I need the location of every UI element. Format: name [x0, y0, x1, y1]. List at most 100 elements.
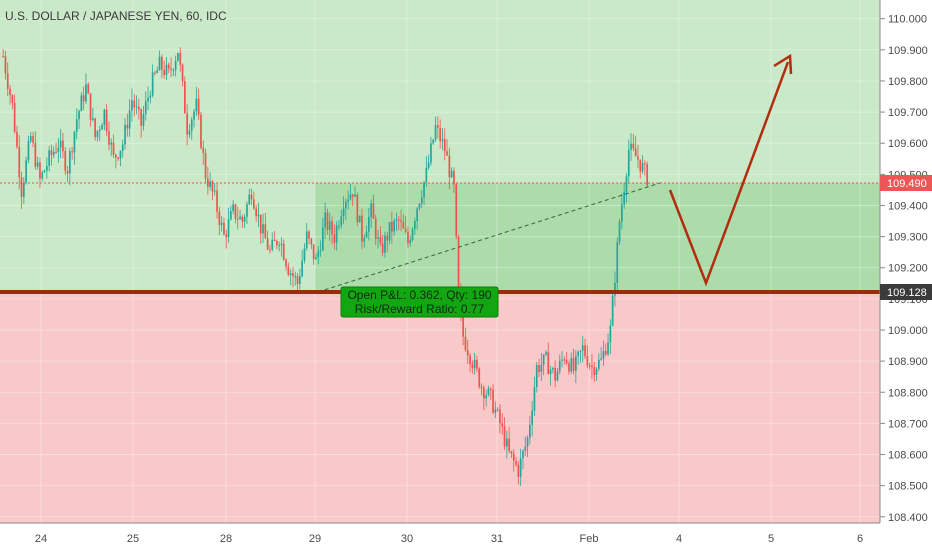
- candle-body: [126, 124, 129, 129]
- candle-body: [508, 438, 510, 452]
- candle-body: [340, 216, 343, 226]
- candle-body: [174, 60, 177, 71]
- candle-body: [154, 72, 156, 74]
- candle-body: [517, 464, 520, 477]
- candle-body: [611, 295, 614, 326]
- candle-body: [441, 139, 444, 142]
- candle-body: [225, 234, 228, 238]
- pnl-line-1: Open P&L: 0.362, Qty: 190: [347, 288, 491, 302]
- candle-body: [232, 204, 234, 212]
- candle-body: [414, 221, 416, 229]
- candle-body: [529, 424, 531, 438]
- candle-body: [338, 225, 340, 227]
- time-tick-label: 5: [768, 533, 774, 545]
- candle-body: [602, 350, 605, 359]
- candle-body: [347, 199, 349, 202]
- candle-body: [98, 129, 101, 131]
- candle-body: [211, 181, 214, 192]
- candle-body: [609, 325, 612, 343]
- candle-body: [71, 151, 73, 153]
- candle-body: [20, 177, 23, 197]
- candle-body: [227, 219, 230, 238]
- candle-body: [282, 243, 285, 260]
- candle-body: [133, 100, 136, 108]
- price-tick-label: 108.900: [888, 356, 928, 368]
- candle-body: [39, 162, 41, 179]
- candle-body: [572, 357, 575, 371]
- pnl-line-2: Risk/Reward Ratio: 0.77: [355, 302, 485, 316]
- candle-body: [48, 150, 50, 166]
- candle-body: [105, 109, 108, 132]
- time-axis[interactable]: [0, 523, 932, 550]
- candle-body: [363, 237, 366, 242]
- candle-body: [303, 248, 306, 261]
- candle-body: [216, 190, 218, 212]
- svg-text:109.490: 109.490: [887, 178, 927, 190]
- candle-body: [269, 249, 271, 251]
- candle-body: [616, 242, 619, 283]
- candle-body: [294, 276, 297, 278]
- candle-body: [186, 113, 188, 135]
- candle-body: [276, 240, 278, 246]
- candle-body: [379, 237, 382, 244]
- candle-body: [273, 239, 276, 241]
- candle-body: [163, 69, 165, 76]
- price-tick-label: 108.800: [888, 387, 928, 399]
- time-tick-label: 25: [127, 533, 139, 545]
- candle-body: [119, 150, 122, 159]
- candle-body: [637, 156, 639, 160]
- candle-body: [512, 453, 515, 461]
- candle-body: [9, 88, 11, 96]
- candle-body: [384, 235, 386, 253]
- price-tick-label: 109.000: [888, 325, 928, 337]
- candle-body: [455, 184, 458, 237]
- candle-body: [11, 95, 14, 103]
- candle-body: [310, 238, 313, 245]
- candle-body: [142, 114, 145, 126]
- candle-body: [501, 423, 504, 427]
- candle-body: [331, 221, 333, 235]
- candle-body: [581, 345, 584, 351]
- candle-body: [386, 235, 389, 241]
- candle-body: [579, 350, 582, 352]
- candle-body: [69, 151, 71, 174]
- candle-body: [259, 214, 262, 234]
- price-candles: [2, 47, 648, 486]
- projection-path[interactable]: [668, 61, 790, 287]
- candle-body: [351, 194, 354, 197]
- candle-body: [531, 410, 533, 425]
- candle-body: [36, 162, 39, 167]
- candle-body: [167, 64, 170, 69]
- candle-body: [202, 147, 205, 154]
- candle-body: [301, 260, 303, 277]
- candle-body: [538, 365, 540, 372]
- candle-body: [411, 228, 414, 241]
- candle-body: [388, 221, 391, 241]
- candle-body: [188, 130, 191, 135]
- candle-body: [255, 208, 257, 217]
- candle-body: [32, 136, 34, 143]
- candle-body: [575, 355, 577, 371]
- candle-body: [103, 109, 106, 126]
- price-tick-label: 109.200: [888, 263, 928, 275]
- candle-body: [246, 204, 248, 217]
- pnl-box[interactable]: Open P&L: 0.362, Qty: 190 Risk/Reward Ra…: [340, 286, 499, 318]
- candle-body: [483, 387, 485, 399]
- candle-body: [204, 153, 207, 179]
- candle-body: [296, 276, 299, 284]
- candle-body: [588, 365, 591, 367]
- candle-body: [239, 216, 241, 220]
- price-tick-label: 108.400: [888, 512, 928, 524]
- candle-body: [404, 228, 407, 233]
- candle-body: [135, 106, 138, 108]
- candle-body: [292, 273, 294, 277]
- pnl-diagonal-line: [317, 182, 661, 293]
- entry-price-tag: 109.128: [880, 284, 932, 300]
- candle-body: [446, 151, 448, 156]
- price-axis[interactable]: [880, 0, 932, 523]
- candle-body: [333, 234, 336, 243]
- candle-body: [519, 458, 522, 477]
- candle-body: [644, 163, 646, 165]
- candle-body: [18, 146, 21, 178]
